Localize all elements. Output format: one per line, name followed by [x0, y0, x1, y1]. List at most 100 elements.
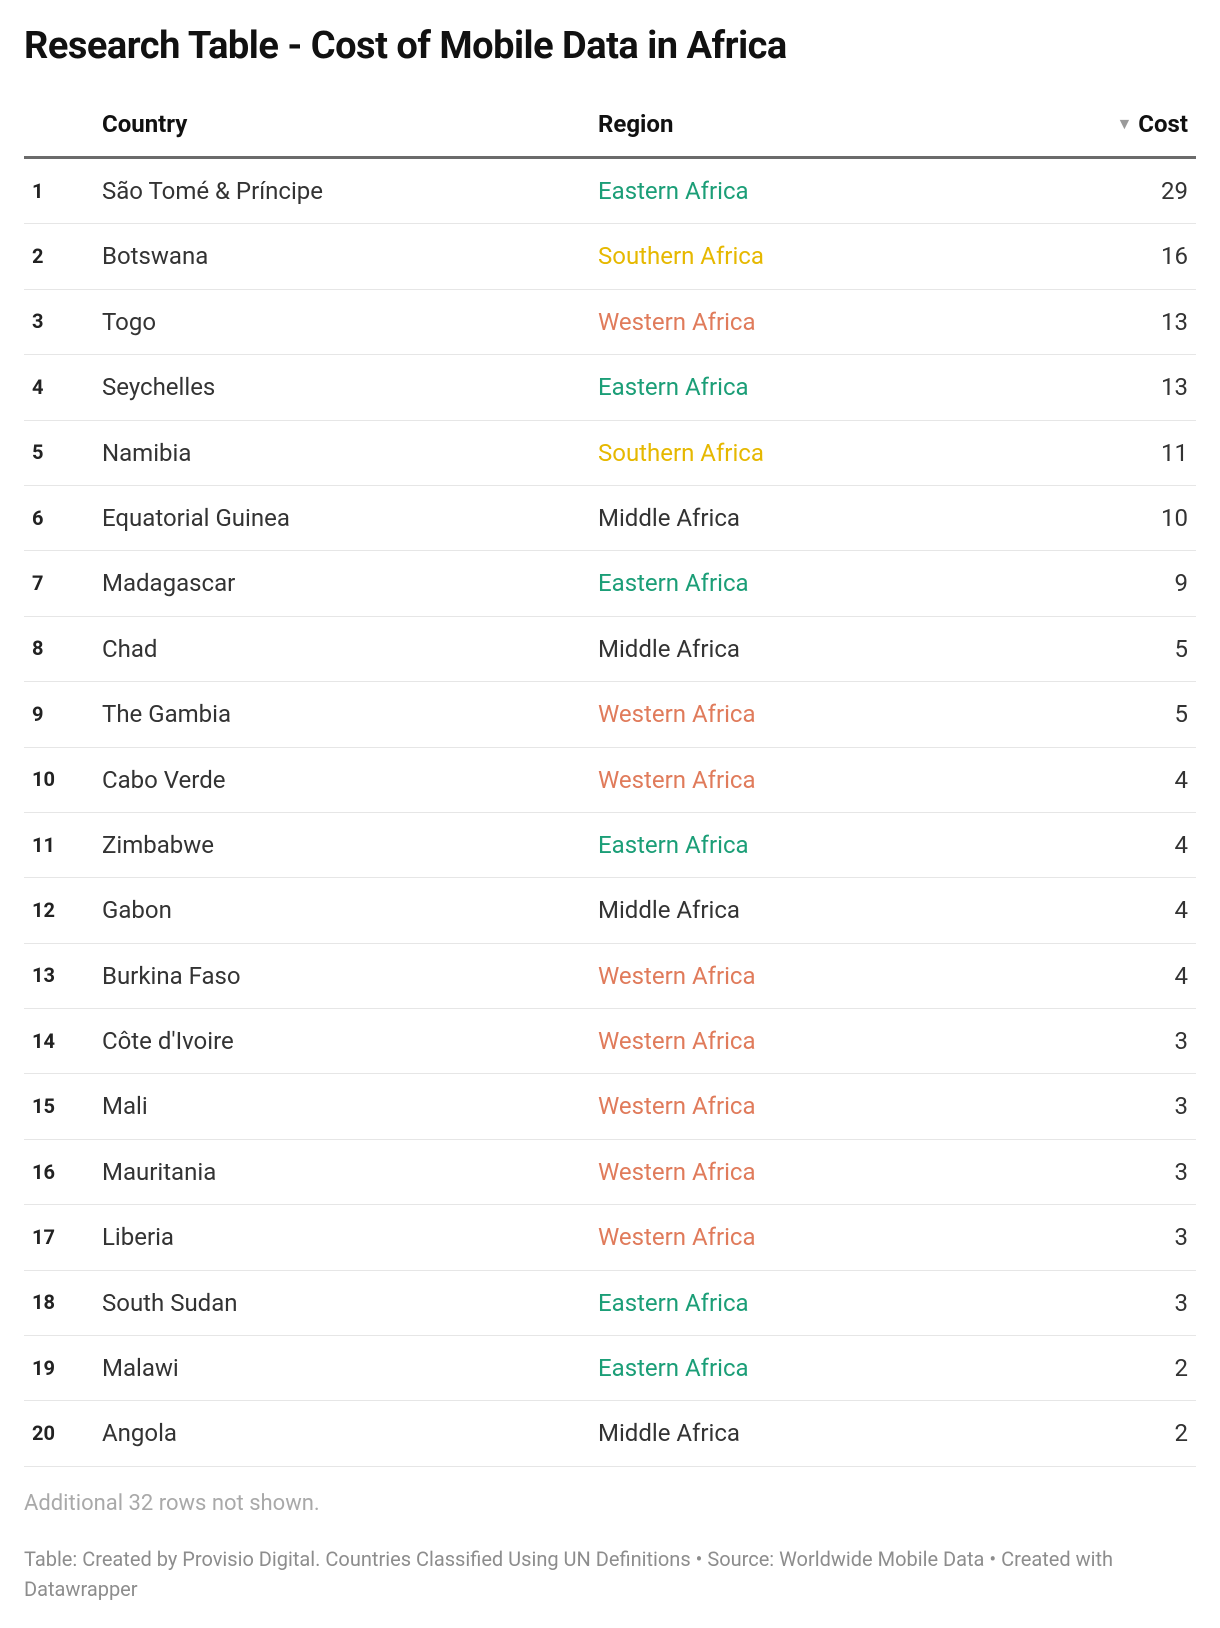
region-cell: Eastern Africa — [590, 551, 1086, 616]
rank-cell: 16 — [24, 1139, 94, 1204]
region-cell: Eastern Africa — [590, 1336, 1086, 1401]
rank-cell: 10 — [24, 747, 94, 812]
table-body: 1São Tomé & PríncipeEastern Africa292Bot… — [24, 158, 1196, 1467]
rank-cell: 14 — [24, 1009, 94, 1074]
table-row: 10Cabo VerdeWestern Africa4 — [24, 747, 1196, 812]
cost-cell: 3 — [1086, 1074, 1196, 1139]
rank-cell: 9 — [24, 682, 94, 747]
table-container: Research Table - Cost of Mobile Data in … — [0, 0, 1220, 1628]
table-row: 18South SudanEastern Africa3 — [24, 1270, 1196, 1335]
cost-cell: 29 — [1086, 158, 1196, 224]
data-table: Country Region ▼Cost 1São Tomé & Príncip… — [24, 96, 1196, 1467]
rank-cell: 15 — [24, 1074, 94, 1139]
country-cell: Cabo Verde — [94, 747, 590, 812]
country-cell: Chad — [94, 616, 590, 681]
country-cell: Côte d'Ivoire — [94, 1009, 590, 1074]
cost-cell: 4 — [1086, 943, 1196, 1008]
country-cell: Liberia — [94, 1205, 590, 1270]
region-cell: Western Africa — [590, 1009, 1086, 1074]
rank-cell: 3 — [24, 289, 94, 354]
col-header-cost[interactable]: ▼ Cost — [1086, 96, 1196, 158]
table-row: 4SeychellesEastern Africa13 — [24, 355, 1196, 420]
region-cell: Eastern Africa — [590, 1270, 1086, 1335]
table-row: 19MalawiEastern Africa2 — [24, 1336, 1196, 1401]
rank-cell: 17 — [24, 1205, 94, 1270]
table-row: 8ChadMiddle Africa5 — [24, 616, 1196, 681]
cost-cell: 13 — [1086, 355, 1196, 420]
region-cell: Eastern Africa — [590, 812, 1086, 877]
cost-cell: 4 — [1086, 878, 1196, 943]
table-row: 2BotswanaSouthern Africa16 — [24, 224, 1196, 289]
table-row: 17LiberiaWestern Africa3 — [24, 1205, 1196, 1270]
cost-cell: 2 — [1086, 1336, 1196, 1401]
region-cell: Western Africa — [590, 747, 1086, 812]
table-row: 11ZimbabweEastern Africa4 — [24, 812, 1196, 877]
col-header-cost-label: Cost — [1138, 110, 1188, 138]
cost-cell: 3 — [1086, 1009, 1196, 1074]
cost-cell: 13 — [1086, 289, 1196, 354]
rank-cell: 12 — [24, 878, 94, 943]
region-cell: Eastern Africa — [590, 158, 1086, 224]
rank-cell: 11 — [24, 812, 94, 877]
country-cell: Angola — [94, 1401, 590, 1466]
hidden-rows-note: Additional 32 rows not shown. — [24, 1491, 1196, 1516]
region-cell: Southern Africa — [590, 420, 1086, 485]
region-cell: Western Africa — [590, 682, 1086, 747]
country-cell: Togo — [94, 289, 590, 354]
region-cell: Western Africa — [590, 1139, 1086, 1204]
table-row: 13Burkina FasoWestern Africa4 — [24, 943, 1196, 1008]
page-title: Research Table - Cost of Mobile Data in … — [24, 24, 1196, 68]
country-cell: Zimbabwe — [94, 812, 590, 877]
country-cell: Mali — [94, 1074, 590, 1139]
country-cell: Botswana — [94, 224, 590, 289]
cost-cell: 4 — [1086, 747, 1196, 812]
rank-cell: 5 — [24, 420, 94, 485]
country-cell: Gabon — [94, 878, 590, 943]
cost-cell: 11 — [1086, 420, 1196, 485]
table-row: 6Equatorial GuineaMiddle Africa10 — [24, 485, 1196, 550]
country-cell: Madagascar — [94, 551, 590, 616]
country-cell: Mauritania — [94, 1139, 590, 1204]
cost-cell: 10 — [1086, 485, 1196, 550]
rank-cell: 2 — [24, 224, 94, 289]
country-cell: Burkina Faso — [94, 943, 590, 1008]
table-row: 5NamibiaSouthern Africa11 — [24, 420, 1196, 485]
country-cell: Namibia — [94, 420, 590, 485]
cost-cell: 3 — [1086, 1205, 1196, 1270]
col-header-rank[interactable] — [24, 96, 94, 158]
cost-cell: 5 — [1086, 616, 1196, 681]
table-row: 7MadagascarEastern Africa9 — [24, 551, 1196, 616]
cost-cell: 3 — [1086, 1139, 1196, 1204]
region-cell: Middle Africa — [590, 485, 1086, 550]
cost-cell: 5 — [1086, 682, 1196, 747]
region-cell: Southern Africa — [590, 224, 1086, 289]
rank-cell: 13 — [24, 943, 94, 1008]
cost-cell: 16 — [1086, 224, 1196, 289]
country-cell: The Gambia — [94, 682, 590, 747]
table-row: 14Côte d'IvoireWestern Africa3 — [24, 1009, 1196, 1074]
rank-cell: 20 — [24, 1401, 94, 1466]
region-cell: Western Africa — [590, 1074, 1086, 1139]
country-cell: South Sudan — [94, 1270, 590, 1335]
country-cell: Equatorial Guinea — [94, 485, 590, 550]
region-cell: Western Africa — [590, 1205, 1086, 1270]
col-header-country[interactable]: Country — [94, 96, 590, 158]
region-cell: Western Africa — [590, 943, 1086, 1008]
region-cell: Middle Africa — [590, 1401, 1086, 1466]
country-cell: Malawi — [94, 1336, 590, 1401]
table-row: 16MauritaniaWestern Africa3 — [24, 1139, 1196, 1204]
rank-cell: 7 — [24, 551, 94, 616]
cost-cell: 2 — [1086, 1401, 1196, 1466]
region-cell: Western Africa — [590, 289, 1086, 354]
table-row: 12GabonMiddle Africa4 — [24, 878, 1196, 943]
rank-cell: 4 — [24, 355, 94, 420]
sort-descending-icon: ▼ — [1116, 114, 1132, 134]
table-header-row: Country Region ▼ Cost — [24, 96, 1196, 158]
rank-cell: 6 — [24, 485, 94, 550]
cost-cell: 9 — [1086, 551, 1196, 616]
table-row: 20AngolaMiddle Africa2 — [24, 1401, 1196, 1466]
country-cell: São Tomé & Príncipe — [94, 158, 590, 224]
col-header-region[interactable]: Region — [590, 96, 1086, 158]
rank-cell: 19 — [24, 1336, 94, 1401]
region-cell: Eastern Africa — [590, 355, 1086, 420]
